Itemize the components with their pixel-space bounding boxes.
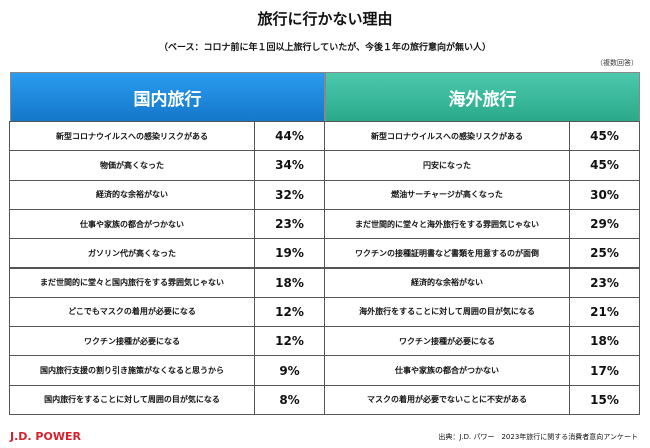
reason-cell: 燃油サーチャージが高くなった <box>324 179 570 210</box>
percent-cell: 23% <box>254 208 325 240</box>
title: 旅行に行かない理由 <box>257 10 393 28</box>
table-header: 海外旅行 <box>325 72 640 122</box>
percent-cell: 15% <box>569 384 640 415</box>
percent-cell: 12% <box>254 326 325 357</box>
logo: J.D. POWER <box>10 430 81 443</box>
percent-cell: 21% <box>569 296 640 328</box>
reason-cell: まだ世間的に堂々と国内旅行をする雰囲気じゃない <box>9 267 255 298</box>
reason-cell: どこでもマスクの着用が必要になる <box>9 296 255 328</box>
table-header: 国内旅行 <box>10 72 325 122</box>
reason-cell: 経済的な余裕がない <box>9 179 255 210</box>
reason-cell: ワクチンの接種証明書など書類を用意するのが面倒 <box>324 238 570 269</box>
reason-cell: ガソリン代が高くなった <box>9 238 255 269</box>
percent-cell: 30% <box>569 179 640 210</box>
reason-cell: 新型コロナウイルスへの感染リスクがある <box>9 121 255 152</box>
reason-cell: ワクチン接種が必要になる <box>9 326 255 357</box>
reason-cell: 経済的な余裕がない <box>324 267 570 298</box>
reason-cell: まだ世間的に堂々と海外旅行をする雰囲気じゃない <box>324 208 570 240</box>
reason-cell: 物価が高くなった <box>9 150 255 181</box>
reason-cell: マスクの着用が必要でないことに不安がある <box>324 384 570 415</box>
percent-cell: 45% <box>569 150 640 181</box>
percent-cell: 32% <box>254 179 325 210</box>
percent-cell: 45% <box>569 121 640 152</box>
note: （複数回答） <box>596 59 638 67</box>
percent-cell: 18% <box>569 326 640 357</box>
reason-cell: 仕事や家族の都合がつかない <box>9 208 255 240</box>
reason-cell: 円安になった <box>324 150 570 181</box>
reason-cell: 新型コロナウイルスへの感染リスクがある <box>324 121 570 152</box>
subtitle: （ベース：コロナ前に年１回以上旅行していたが、今後１年の旅行意向が無い人） <box>158 43 492 53</box>
reason-cell: 国内旅行支援の割り引き施策がなくなると思うから <box>9 355 255 386</box>
reason-cell: 国内旅行をすることに対して周囲の目が気になる <box>9 384 255 415</box>
reason-cell: ワクチン接種が必要になる <box>324 326 570 357</box>
percent-cell: 9% <box>254 355 325 386</box>
reason-cell: 仕事や家族の都合がつかない <box>324 355 570 386</box>
percent-cell: 8% <box>254 384 325 415</box>
percent-cell: 29% <box>569 208 640 240</box>
percent-cell: 25% <box>569 238 640 269</box>
source: 出典：J.D. パワー 2023年旅行に関する消費者意向アンケート <box>438 433 638 441</box>
percent-cell: 18% <box>254 267 325 298</box>
percent-cell: 44% <box>254 121 325 152</box>
percent-cell: 34% <box>254 150 325 181</box>
percent-cell: 19% <box>254 238 325 269</box>
percent-cell: 23% <box>569 267 640 298</box>
percent-cell: 12% <box>254 296 325 328</box>
percent-cell: 17% <box>569 355 640 386</box>
reason-cell: 海外旅行をすることに対して周囲の目が気になる <box>324 296 570 328</box>
